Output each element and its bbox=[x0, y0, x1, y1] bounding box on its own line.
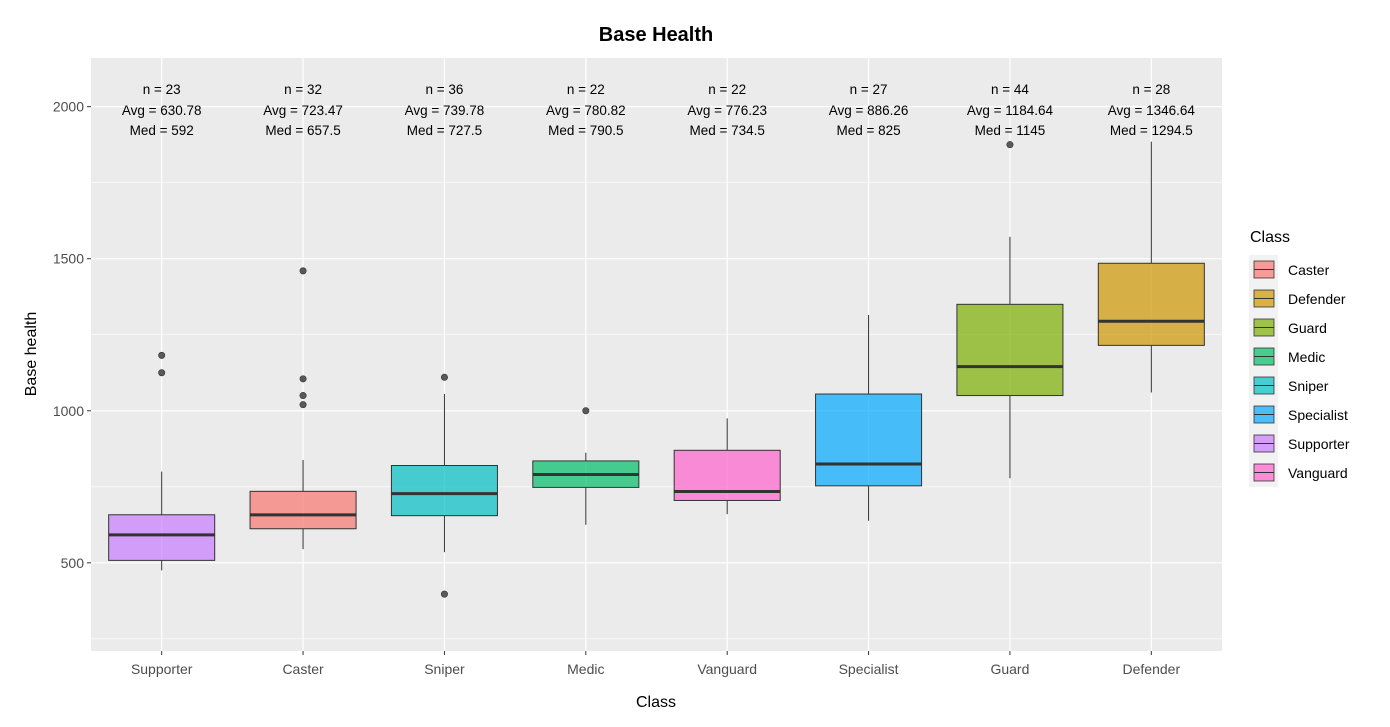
y-axis: 500 1000 1500 2000 bbox=[53, 99, 91, 571]
legend-label: Sniper bbox=[1288, 378, 1329, 394]
annotation-avg: Avg = 1346.64 bbox=[1108, 103, 1196, 118]
outlier-point bbox=[582, 407, 590, 415]
box-sniper bbox=[390, 373, 498, 598]
box-defender bbox=[1097, 141, 1205, 393]
x-tick-label: Medic bbox=[567, 661, 604, 677]
outlier-point bbox=[299, 392, 307, 400]
legend-item-defender: Defender bbox=[1249, 284, 1346, 313]
annotation-med: Med = 790.5 bbox=[548, 123, 623, 138]
box-body bbox=[956, 303, 1064, 397]
outlier-point bbox=[158, 369, 166, 377]
annotation-n: n = 44 bbox=[991, 82, 1029, 97]
outlier-point bbox=[299, 401, 307, 409]
outlier-point bbox=[299, 375, 307, 383]
y-tick-label: 2000 bbox=[53, 99, 84, 115]
annotation-med: Med = 657.5 bbox=[265, 123, 340, 138]
annotation-n: n = 23 bbox=[143, 82, 181, 97]
box-annotations: n = 23 Avg = 630.78 Med = 592 n = 32 Avg = 7… bbox=[122, 82, 1196, 138]
annotation-n: n = 28 bbox=[1132, 82, 1170, 97]
annotation-med: Med = 1145 bbox=[975, 123, 1046, 138]
box-supporter bbox=[108, 351, 216, 571]
legend-title: Class bbox=[1250, 229, 1290, 246]
legend-item-vanguard: Vanguard bbox=[1249, 458, 1348, 487]
annotation-med: Med = 1294.5 bbox=[1110, 123, 1193, 138]
annotation-avg: Avg = 780.82 bbox=[546, 103, 626, 118]
outlier-point bbox=[1006, 141, 1014, 149]
annotation-n: n = 22 bbox=[708, 82, 746, 97]
x-tick-label: Sniper bbox=[424, 661, 465, 677]
annotation-med: Med = 592 bbox=[130, 123, 194, 138]
x-tick-label: Caster bbox=[282, 661, 324, 677]
y-tick-label: 500 bbox=[61, 555, 85, 571]
legend-label: Supporter bbox=[1288, 436, 1350, 452]
box-body bbox=[815, 393, 923, 487]
box-guard bbox=[956, 141, 1064, 479]
box-body bbox=[108, 514, 216, 561]
outlier-point bbox=[440, 373, 448, 381]
annotation-n: n = 32 bbox=[284, 82, 322, 97]
x-tick-label: Supporter bbox=[131, 661, 193, 677]
legend-label: Vanguard bbox=[1288, 465, 1348, 481]
x-axis-title: Class bbox=[636, 694, 676, 711]
box-body bbox=[1097, 262, 1205, 346]
legend-label: Defender bbox=[1288, 291, 1346, 307]
legend: Class Caster Defender Guard Medic Sniper Spec… bbox=[1249, 229, 1350, 487]
legend-item-guard: Guard bbox=[1249, 313, 1327, 342]
annotation-avg: Avg = 886.26 bbox=[829, 103, 909, 118]
legend-item-specialist: Specialist bbox=[1249, 400, 1348, 429]
box-series bbox=[108, 141, 1205, 598]
annotation-med: Med = 734.5 bbox=[689, 123, 764, 138]
chart-title: Base Health bbox=[599, 24, 714, 46]
annotation-n: n = 36 bbox=[425, 82, 463, 97]
outlier-point bbox=[440, 590, 448, 598]
box-body bbox=[390, 464, 498, 517]
annotation-n: n = 22 bbox=[567, 82, 605, 97]
annotation-med: Med = 727.5 bbox=[407, 123, 482, 138]
outlier-point bbox=[299, 267, 307, 275]
annotation-avg: Avg = 630.78 bbox=[122, 103, 202, 118]
box-caster bbox=[249, 267, 357, 550]
annotation-avg: Avg = 739.78 bbox=[405, 103, 485, 118]
legend-item-caster: Caster bbox=[1249, 255, 1330, 284]
y-tick-label: 1000 bbox=[53, 403, 84, 419]
annotation-avg: Avg = 1184.64 bbox=[967, 103, 1054, 118]
legend-item-supporter: Supporter bbox=[1249, 429, 1350, 458]
x-tick-label: Guard bbox=[990, 661, 1029, 677]
legend-label: Specialist bbox=[1288, 407, 1348, 423]
y-axis-title: Base health bbox=[23, 312, 40, 397]
box-specialist bbox=[815, 314, 923, 521]
box-body bbox=[249, 490, 357, 530]
y-tick-label: 1500 bbox=[53, 251, 84, 267]
legend-label: Guard bbox=[1288, 320, 1327, 336]
annotation-med: Med = 825 bbox=[836, 123, 900, 138]
legend-label: Medic bbox=[1288, 349, 1325, 365]
x-tick-label: Defender bbox=[1123, 661, 1181, 677]
legend-item-sniper: Sniper bbox=[1249, 371, 1329, 400]
x-axis: Supporter Caster Sniper Medic Vanguard Specia… bbox=[131, 651, 1181, 677]
annotation-avg: Avg = 723.47 bbox=[263, 103, 343, 118]
box-vanguard bbox=[673, 418, 781, 515]
box-medic bbox=[532, 407, 640, 525]
outlier-point bbox=[158, 351, 166, 359]
legend-item-medic: Medic bbox=[1249, 342, 1325, 371]
legend-label: Caster bbox=[1288, 262, 1330, 278]
x-tick-label: Vanguard bbox=[697, 661, 757, 677]
annotation-avg: Avg = 776.23 bbox=[687, 103, 767, 118]
annotation-n: n = 27 bbox=[850, 82, 888, 97]
x-tick-label: Specialist bbox=[839, 661, 899, 677]
